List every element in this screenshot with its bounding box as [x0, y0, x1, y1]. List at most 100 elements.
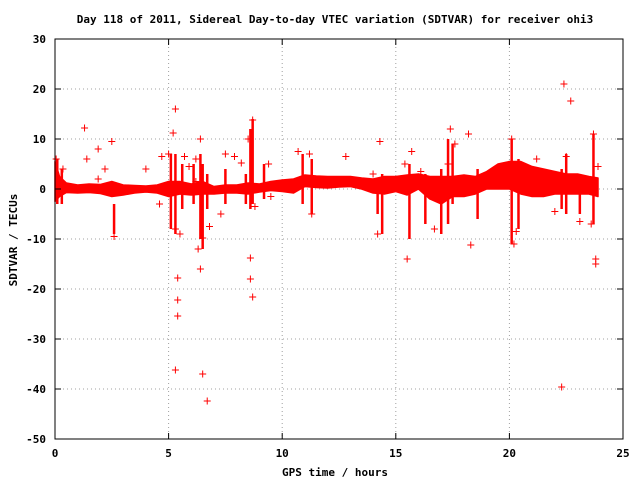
- data-point: [342, 153, 350, 160]
- data-point: [567, 97, 575, 105]
- data-point: [430, 225, 438, 233]
- data-point: [308, 210, 316, 218]
- data-point: [294, 148, 302, 155]
- y-tick-label: -30: [26, 333, 46, 346]
- data-point: [237, 159, 245, 167]
- data-point: [176, 230, 184, 238]
- data-point: [249, 116, 257, 124]
- data-point: [444, 160, 452, 168]
- data-point: [465, 130, 473, 138]
- data-point: [265, 160, 273, 168]
- data-point: [192, 178, 200, 185]
- data-point: [267, 193, 275, 200]
- data-point: [158, 153, 166, 160]
- data-point: [196, 135, 204, 143]
- data-point: [417, 168, 425, 175]
- x-tick-labels: 0 5 10 15 20 25: [52, 447, 630, 460]
- chart-title: Day 118 of 2011, Sidereal Day-to-day VTE…: [77, 13, 594, 26]
- y-tick-label: -50: [26, 433, 46, 446]
- x-tick-label: 5: [165, 447, 172, 460]
- data-point: [512, 228, 520, 235]
- y-tick-label: -40: [26, 383, 46, 396]
- data-point: [174, 296, 182, 304]
- data-points: [52, 80, 602, 405]
- data-point: [587, 220, 595, 228]
- data-point: [217, 210, 225, 218]
- data-point: [101, 165, 109, 173]
- data-point: [510, 240, 518, 248]
- data-point: [594, 163, 602, 170]
- data-point: [230, 153, 238, 160]
- y-tick-label: -10: [26, 233, 46, 246]
- data-point: [192, 155, 200, 163]
- data-point: [374, 230, 382, 238]
- data-point: [108, 138, 116, 145]
- data-point: [196, 265, 204, 273]
- data-point: [508, 135, 516, 143]
- y-tick-label: 0: [39, 183, 46, 196]
- data-point: [174, 312, 182, 320]
- data-point: [221, 150, 229, 158]
- x-tick-label: 0: [52, 447, 59, 460]
- data-point: [165, 150, 173, 158]
- data-point: [199, 370, 207, 378]
- x-tick-label: 15: [389, 447, 402, 460]
- data-point: [174, 274, 182, 282]
- y-axis-label: SDTVAR / TECUs: [7, 194, 20, 287]
- data-point: [251, 203, 259, 210]
- data-point: [562, 153, 570, 160]
- y-tick-labels: 30 20 10 0 -10 -20 -30 -40 -50: [26, 33, 46, 446]
- grid-lines: [55, 39, 623, 439]
- data-point: [589, 130, 597, 138]
- data-point: [156, 200, 164, 208]
- data-point: [403, 255, 411, 263]
- data-point: [305, 150, 313, 158]
- data-point: [246, 254, 254, 262]
- x-tick-label: 20: [503, 447, 516, 460]
- data-point: [194, 245, 202, 253]
- data-point: [467, 241, 475, 249]
- data-point: [576, 218, 584, 225]
- data-point: [401, 160, 409, 168]
- data-point: [533, 155, 541, 163]
- data-point: [171, 105, 179, 113]
- data-point: [181, 153, 189, 160]
- y-tick-label: 20: [33, 83, 46, 96]
- data-point: [203, 397, 211, 405]
- data-point: [142, 165, 150, 173]
- data-point: [246, 275, 254, 283]
- data-point: [551, 208, 559, 215]
- data-point: [249, 293, 257, 301]
- x-tick-label: 25: [616, 447, 629, 460]
- data-point: [169, 129, 177, 137]
- data-point: [244, 135, 252, 143]
- data-point: [110, 233, 118, 240]
- data-point: [171, 366, 179, 374]
- data-point: [52, 155, 60, 163]
- y-tick-label: 30: [33, 33, 46, 46]
- y-tick-label: -20: [26, 283, 46, 296]
- data-point: [408, 148, 416, 155]
- data-point: [94, 145, 102, 153]
- data-point: [592, 260, 600, 268]
- data-point: [446, 125, 454, 133]
- data-point: [369, 170, 377, 178]
- x-tick-label: 10: [276, 447, 289, 460]
- data-point: [94, 175, 102, 183]
- y-tick-label: 10: [33, 133, 46, 146]
- x-axis-label: GPS time / hours: [282, 466, 388, 479]
- data-point: [199, 234, 207, 242]
- data-point: [81, 124, 89, 132]
- data-point: [83, 155, 91, 163]
- axis-ticks: [54, 38, 624, 440]
- data-point: [376, 138, 384, 145]
- data-point: [185, 163, 193, 170]
- data-point: [474, 180, 482, 188]
- data-band: [54, 160, 599, 205]
- data-point: [560, 80, 568, 88]
- data-point: [171, 225, 179, 233]
- data-point: [558, 383, 566, 391]
- data-point: [451, 140, 459, 148]
- data-point: [59, 165, 67, 173]
